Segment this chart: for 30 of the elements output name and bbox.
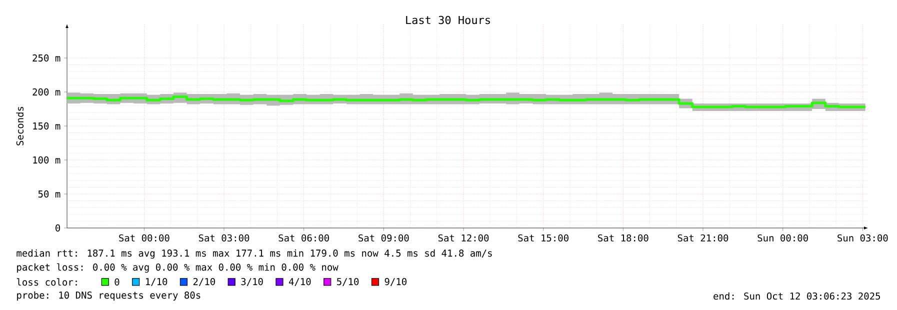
chart-title: Last 30 Hours xyxy=(406,16,490,24)
y-tick-label: 100 m xyxy=(33,156,60,164)
x-tick-label: Sat 03:00 xyxy=(198,234,250,242)
y-tick-label: 150 m xyxy=(33,122,60,130)
text: end: Sun Oct 12 03:06:23 2025 xyxy=(714,292,880,300)
x-tick-label: Sat 09:00 xyxy=(358,234,409,242)
x-tick-label: Sat 15:00 xyxy=(518,234,568,242)
x-tick-label: Sat 00:00 xyxy=(119,234,170,242)
x-tick-label: Sat 12:00 xyxy=(438,234,489,242)
text: median rtt: 187.1 ms avg 193.1 ms max 177.1 ms min 179.0 ms now 4.5 ms sd 41.8 am/s xyxy=(16,249,492,259)
y-tick-label: 0 xyxy=(56,224,60,232)
legend-label: 9/10 xyxy=(384,278,406,286)
legend-label: 0 xyxy=(114,278,120,286)
legend-label: 5/10 xyxy=(337,278,359,286)
x-tick-label: Sun 00:00 xyxy=(758,234,808,242)
legend-label: 2/10 xyxy=(193,278,215,286)
legend-label: 4/10 xyxy=(288,278,311,286)
y-tick-label: 250 m xyxy=(32,54,60,62)
text: packet loss: 0.00 % avg 0.00 % max 0.00 % min 0.00 % now xyxy=(17,263,338,273)
legend-title: loss color: xyxy=(16,278,77,286)
legend-label: 1/10 xyxy=(146,278,168,286)
x-tick-label: Sat 21:00 xyxy=(678,234,728,242)
y-tick-label: 200 m xyxy=(32,88,60,96)
text: probe: 10 DNS requests every 80s xyxy=(17,291,200,301)
y-tick-label: 50 m xyxy=(38,190,60,198)
x-tick-label: Sun 03:00 xyxy=(838,234,888,242)
x-tick-label: Sat 06:00 xyxy=(278,234,329,242)
x-tick-label: Sat 18:00 xyxy=(598,234,648,242)
y-axis-title: Seconds xyxy=(16,106,24,146)
legend-label: 3/10 xyxy=(241,278,263,286)
